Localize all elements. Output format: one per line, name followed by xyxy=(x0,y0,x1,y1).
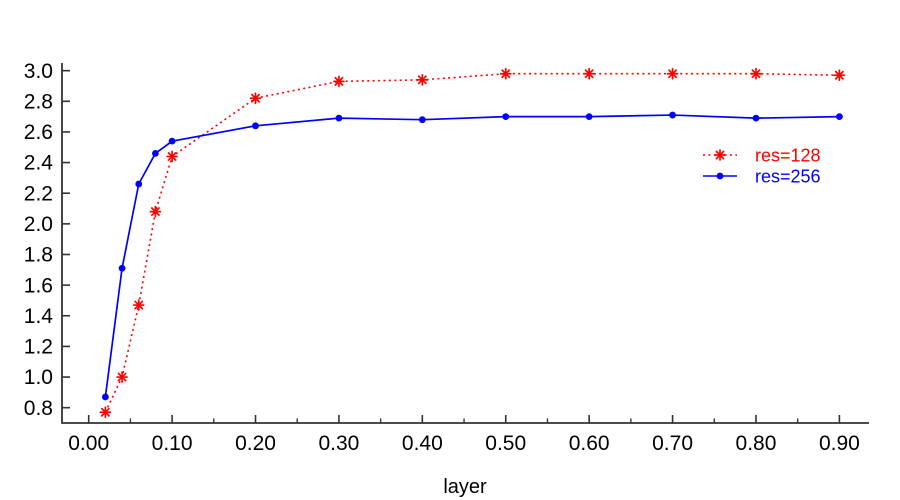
asterisk-marker xyxy=(714,149,726,161)
y-tick-label: 2.4 xyxy=(24,152,54,175)
y-tick-label: 2.8 xyxy=(24,90,53,113)
asterisk-marker xyxy=(750,67,762,80)
dot-marker xyxy=(168,137,176,145)
asterisk-marker xyxy=(149,205,162,218)
asterisk-marker xyxy=(833,69,846,82)
x-axis-title: layer xyxy=(443,476,487,498)
y-tick-label: 1.4 xyxy=(24,305,54,328)
x-tick-label: 0.20 xyxy=(235,432,276,455)
asterisk-marker xyxy=(249,92,262,105)
x-tick-label: 0.40 xyxy=(402,432,443,455)
axes xyxy=(61,63,869,424)
series-line xyxy=(104,114,840,398)
dot-marker xyxy=(152,149,159,157)
dot-marker xyxy=(502,113,510,121)
y-tick-label: 3.0 xyxy=(24,60,53,83)
x-axis: 0.00 0.10 0.20 0.30 0.40 0.50 0.60 0.70 0.80 0.90 xyxy=(68,415,860,455)
y-tick-label: 0.8 xyxy=(24,397,53,420)
x-tick-label: 0.10 xyxy=(152,432,193,455)
y-tick-label: 2.2 xyxy=(24,182,53,205)
dot-marker xyxy=(118,264,126,272)
dot-marker xyxy=(135,180,143,188)
asterisk-marker xyxy=(99,406,112,419)
asterisk-marker xyxy=(499,67,512,80)
x-tick-label: 0.30 xyxy=(318,432,359,455)
x-tick-label: 0.60 xyxy=(569,432,610,455)
series-res-256 xyxy=(101,111,843,401)
dot-marker xyxy=(418,116,426,124)
asterisk-marker xyxy=(666,67,679,80)
asterisk-marker xyxy=(333,75,345,88)
dot-marker xyxy=(585,113,593,121)
x-tick-label: 0.00 xyxy=(68,432,109,455)
x-tick-label: 0.80 xyxy=(736,432,777,455)
dot-marker xyxy=(669,111,676,119)
y-tick-label: 1.2 xyxy=(24,336,53,359)
y-tick-label: 1.0 xyxy=(24,366,53,389)
legend-label: res=256 xyxy=(755,166,821,186)
dot-marker xyxy=(101,393,109,401)
legend-item: res=128 xyxy=(703,145,821,165)
dot-marker xyxy=(252,122,259,130)
y-tick-label: 2.0 xyxy=(24,213,53,236)
asterisk-marker xyxy=(416,74,429,86)
asterisk-marker xyxy=(116,371,128,383)
dot-marker xyxy=(835,113,843,121)
legend-label: res=128 xyxy=(755,145,821,165)
asterisk-marker xyxy=(166,150,178,163)
x-tick-label: 0.50 xyxy=(485,432,526,455)
dot-marker xyxy=(335,114,343,122)
series-line xyxy=(104,72,840,413)
x-tick-label: 0.70 xyxy=(652,432,693,455)
legend-item: res=256 xyxy=(703,166,821,186)
dot-marker xyxy=(716,172,724,180)
series-res-128 xyxy=(99,67,846,419)
y-axis: 0.8 1.0 1.2 1.4 1.6 1.8 2.0 2.2 2.4 2.6 2.8 3.0 xyxy=(24,60,70,420)
y-tick-label: 1.8 xyxy=(24,244,53,267)
y-tick-label: 2.6 xyxy=(24,121,53,144)
y-tick-label: 1.6 xyxy=(24,274,53,297)
asterisk-marker xyxy=(132,299,145,311)
x-tick-label: 0.90 xyxy=(819,432,860,455)
dot-marker xyxy=(752,114,760,122)
asterisk-marker xyxy=(583,67,596,80)
